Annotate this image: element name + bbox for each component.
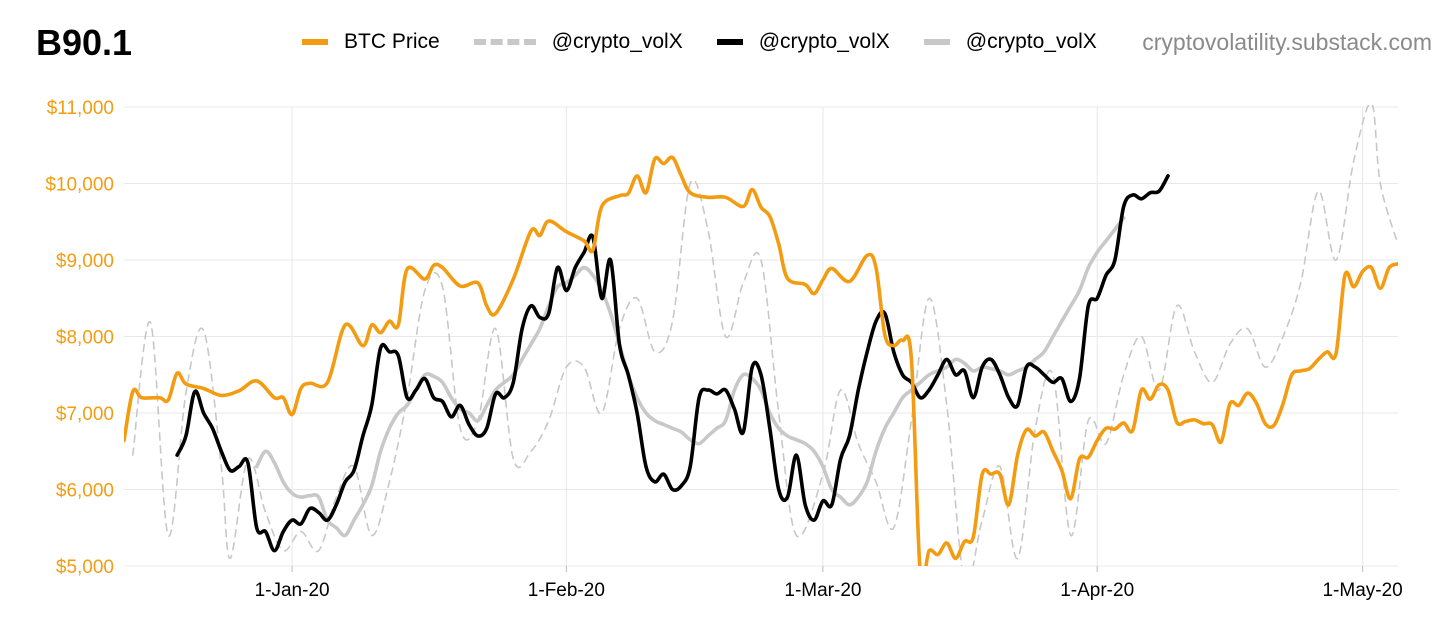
x-tick-label: 1-May-20: [1322, 580, 1402, 601]
chart-title: B90.1: [36, 22, 133, 63]
legend-item-dashed: @crypto_volX: [473, 30, 683, 54]
y-tick-label: $8,000: [56, 328, 114, 349]
legend: BTC Price @crypto_volX @crypto_volX @cry…: [302, 30, 1097, 54]
y-tick-label: $11,000: [47, 98, 114, 119]
legend-label-dashed: @crypto_volX: [551, 30, 683, 53]
series-line-crypto-volx-grey: [254, 216, 1126, 538]
legend-swatch-grey: [923, 39, 950, 45]
y-tick-label: $6,000: [56, 481, 114, 502]
legend-label-btc: BTC Price: [344, 30, 440, 53]
y-tick-label: $7,000: [56, 404, 114, 425]
legend-item-grey: @crypto_volX: [923, 30, 1097, 54]
legend-label-grey: @crypto_volX: [965, 30, 1097, 53]
legend-item-black: @crypto_volX: [716, 30, 890, 54]
series-line-crypto-volx-dashed: [132, 105, 1398, 566]
series-line-btc-price: [124, 155, 1398, 566]
legend-item-btc: BTC Price: [302, 30, 440, 54]
x-tick-label: 1-Jan-20: [255, 580, 330, 601]
y-tick-label: $10,000: [45, 175, 114, 196]
x-tick-label: 1-Mar-20: [784, 580, 861, 601]
y-tick-label: $9,000: [56, 251, 114, 272]
legend-swatch-dashed: [473, 39, 536, 45]
series-line-crypto-volx-black: [175, 174, 1170, 553]
x-tick-label: 1-Apr-20: [1060, 580, 1134, 601]
legend-label-black: @crypto_volX: [758, 30, 890, 53]
legend-swatch-black: [716, 39, 743, 45]
y-tick-label: $5,000: [56, 557, 114, 578]
x-tick-label: 1-Feb-20: [528, 580, 605, 601]
legend-swatch-btc: [302, 39, 328, 45]
source-note: cryptovolatility.substack.com: [1142, 29, 1432, 55]
